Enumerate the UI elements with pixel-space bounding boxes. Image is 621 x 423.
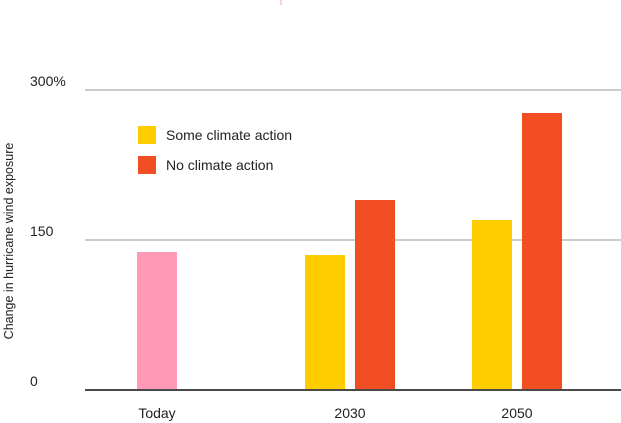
x-tick-label: Today xyxy=(138,405,175,421)
bar-today-series-0 xyxy=(137,252,177,390)
y-tick-label: 150 xyxy=(30,223,54,239)
legend-swatch xyxy=(138,126,156,144)
legend-swatch xyxy=(138,156,156,174)
x-tick-label: 2050 xyxy=(501,405,532,421)
x-axis-labels: Today 2030 2050 xyxy=(138,405,532,421)
y-tick-label: 0 xyxy=(30,373,38,389)
y-axis-title: Change in hurricane wind exposure xyxy=(2,143,16,340)
bar-2050-series-1 xyxy=(472,220,512,390)
y-axis-ticks: 0 150 300% xyxy=(30,73,66,389)
bars xyxy=(137,113,562,390)
bar-2030-series-1 xyxy=(305,255,345,390)
bar-2030-series-2 xyxy=(355,200,395,390)
y-tick-label: 300% xyxy=(30,73,66,89)
bar-2050-series-2 xyxy=(522,113,562,390)
legend-label: No climate action xyxy=(166,157,273,173)
legend: Some climate action No climate action xyxy=(138,126,292,174)
legend-label: Some climate action xyxy=(166,127,292,143)
x-tick-label: 2030 xyxy=(334,405,365,421)
